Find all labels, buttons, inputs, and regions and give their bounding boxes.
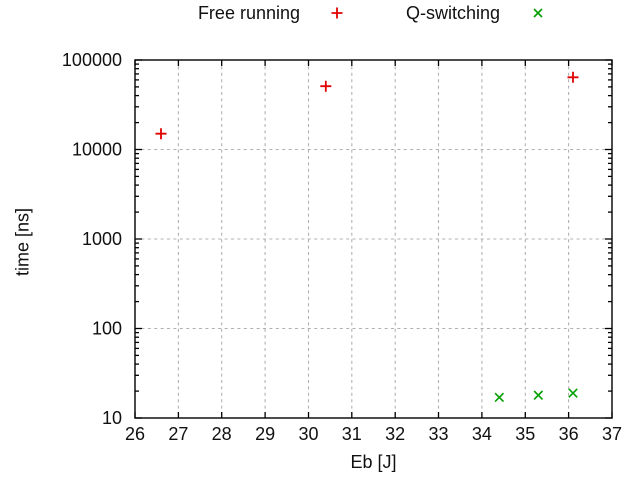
x-axis-ticks: 26 27 28 29 30 31 32 33 34 35 36 37 <box>125 60 622 444</box>
series-free-running-points <box>155 71 579 140</box>
x-tick-label: 28 <box>212 424 232 444</box>
y-axis-ticks: 10 100 1000 10000 100000 <box>62 50 612 428</box>
y-tick-label: 100 <box>92 319 122 339</box>
x-tick-label: 37 <box>602 424 622 444</box>
x-tick-label: 27 <box>168 424 188 444</box>
x-tick-label: 30 <box>298 424 318 444</box>
x-tick-label: 29 <box>255 424 275 444</box>
y-tick-label: 10 <box>102 408 122 428</box>
data-point-times <box>533 390 544 400</box>
x-tick-label: 34 <box>472 424 492 444</box>
data-point-times <box>494 392 505 403</box>
y-tick-label: 10000 <box>72 140 122 160</box>
legend-label-free-running: Free running <box>197 3 300 23</box>
data-point-times <box>568 388 578 398</box>
x-tick-label: 31 <box>342 424 362 444</box>
x-tick-label: 35 <box>515 424 535 444</box>
x-tick-label: 36 <box>559 424 579 444</box>
legend-label-q-switching: Q-switching <box>405 3 500 23</box>
x-tick-label: 32 <box>385 424 405 444</box>
grid-lines <box>135 60 612 418</box>
x-tick-label: 26 <box>125 424 145 444</box>
series-q-switching-points <box>494 388 578 403</box>
data-point-plus <box>155 128 167 140</box>
x-axis-title: Eb [J] <box>350 452 397 472</box>
y-tick-label: 1000 <box>82 229 122 249</box>
data-point-plus <box>567 71 579 83</box>
plus-marker-icon <box>331 7 343 19</box>
y-axis-title: time [ns] <box>12 207 33 277</box>
times-marker-icon <box>533 8 543 18</box>
y-tick-label: 100000 <box>62 50 122 70</box>
x-tick-label: 33 <box>428 424 448 444</box>
data-point-plus <box>320 80 332 92</box>
